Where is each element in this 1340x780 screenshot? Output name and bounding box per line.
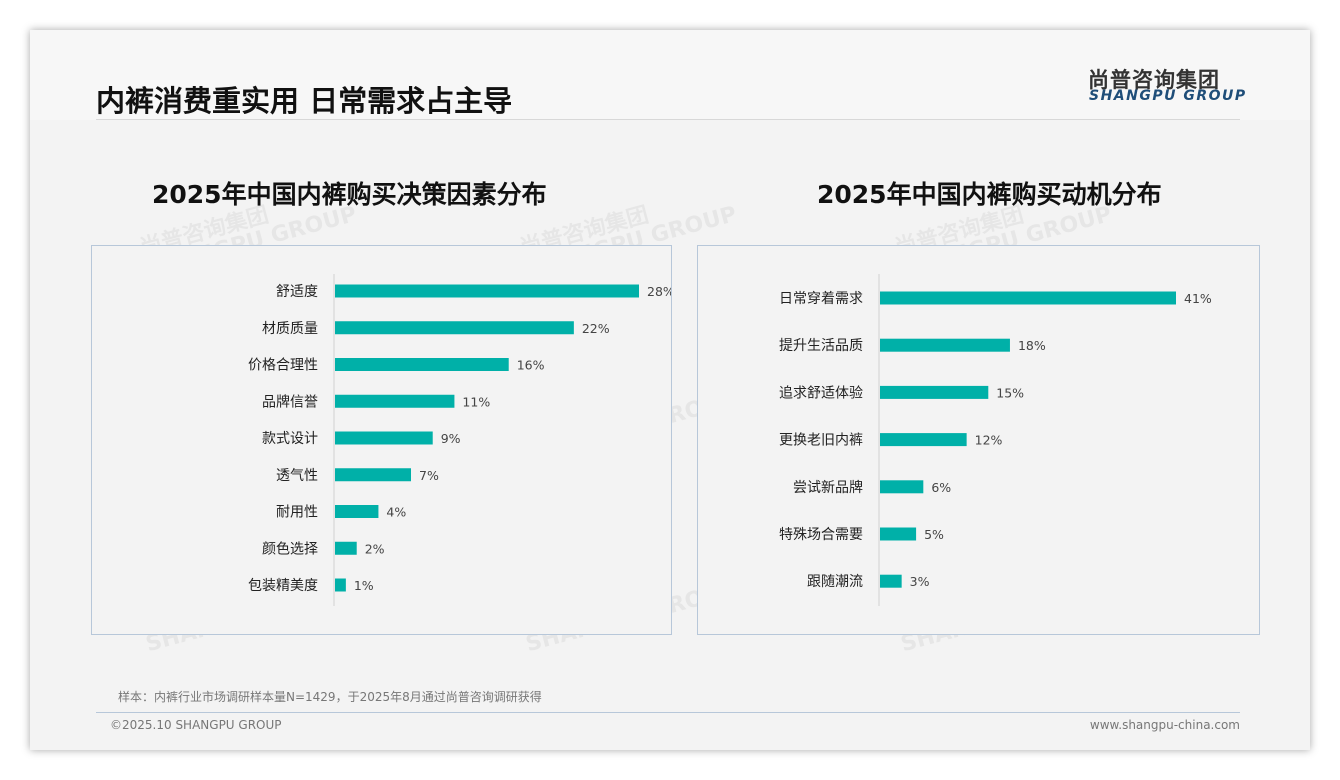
chart-title-motives: 2025年中国内裤购买动机分布 [817, 180, 1162, 209]
bar [880, 527, 917, 541]
category-label: 提升生活品质 [779, 338, 863, 354]
chart-motives: 日常穿着需求 41% 提升生活品质 18% 追求舒适体验 15% 更换老旧内裤 12% 尝试新品… [779, 274, 1212, 606]
page-title: 内裤消费重实用 日常需求占主导 [96, 84, 513, 118]
bar [880, 574, 902, 588]
value-label: 28% [647, 284, 671, 299]
value-label: 6% [931, 480, 951, 495]
value-label: 22% [582, 321, 610, 336]
value-label: 7% [419, 468, 439, 483]
value-label: 2% [365, 541, 385, 556]
bar [335, 541, 357, 555]
bar [880, 385, 989, 399]
category-label: 颜色选择 [262, 540, 318, 557]
footer-divider [96, 712, 1240, 713]
header [30, 30, 1310, 120]
category-label: 耐用性 [276, 505, 318, 521]
website-link[interactable]: www.shangpu-china.com [1089, 718, 1240, 732]
value-label: 11% [462, 394, 490, 409]
value-label: 3% [910, 574, 930, 589]
value-label: 9% [441, 431, 461, 446]
bar [335, 505, 379, 518]
category-label: 特殊场合需要 [779, 527, 863, 543]
bar [880, 480, 924, 494]
chart-panel-motives: 日常穿着需求 41% 提升生活品质 18% 追求舒适体验 15% 更换老旧内裤 12% 尝试新品… [697, 245, 1260, 635]
bar [880, 291, 1176, 305]
bar [880, 338, 1010, 352]
bar [335, 578, 346, 592]
bar [335, 468, 411, 482]
category-label: 舒适度 [276, 284, 318, 300]
bar [335, 321, 574, 335]
value-label: 41% [1184, 291, 1212, 306]
category-label: 尝试新品牌 [793, 479, 863, 496]
value-label: 18% [1018, 338, 1046, 353]
value-label: 4% [386, 505, 406, 520]
sample-note: 样本：内裤行业市场调研样本量N=1429，于2025年8月通过尚普咨询调研获得 [118, 690, 542, 704]
slide: 内裤消费重实用 日常需求占主导 尚普咨询集团 SHANGPU GROUP 尚普咨… [30, 30, 1310, 750]
category-label: 价格合理性 [248, 358, 318, 374]
bar [335, 358, 509, 371]
value-label: 16% [517, 358, 545, 373]
value-label: 15% [996, 385, 1024, 400]
category-label: 包装精美度 [248, 578, 318, 594]
value-label: 5% [924, 527, 944, 542]
category-label: 材质质量 [262, 321, 318, 337]
category-label: 追求舒适体验 [779, 385, 863, 401]
copyright: ©2025.10 SHANGPU GROUP [110, 718, 282, 732]
value-label: 12% [975, 433, 1003, 448]
category-label: 更换老旧内裤 [779, 432, 863, 449]
logo-en: SHANGPU GROUP [1089, 88, 1247, 104]
category-label: 透气性 [276, 468, 318, 484]
bar [335, 284, 639, 298]
bar [880, 433, 967, 447]
header-divider [96, 119, 1240, 120]
category-label: 款式设计 [262, 431, 318, 447]
bar [335, 431, 433, 445]
chart-title-factors: 2025年中国内裤购买决策因素分布 [152, 180, 547, 209]
category-label: 跟随潮流 [807, 574, 863, 590]
category-label: 日常穿着需求 [779, 291, 863, 307]
category-label: 品牌信誉 [262, 393, 318, 410]
chart-panel-factors: 舒适度 28% 材质质量 22% 价格合理性 16% 品牌信誉 11% 款式设计 9% 透气性 7% 耐… [91, 245, 675, 635]
chart-factors: 舒适度 28% 材质质量 22% 价格合理性 16% 品牌信誉 11% 款式设计 9% 透气性 7% 耐… [248, 274, 675, 606]
logo-cn: 尚普咨询集团 [1088, 68, 1220, 92]
value-label: 1% [354, 578, 374, 593]
bar [335, 394, 455, 408]
